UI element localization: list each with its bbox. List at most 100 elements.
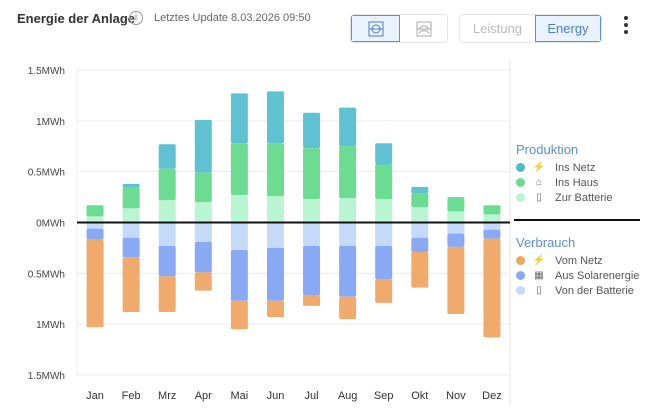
bar-segment [86,228,104,240]
bar-segment [194,172,212,203]
legend-divider [514,219,640,221]
bar-segment [339,146,357,199]
bar-segment [447,198,465,212]
tab-leistung[interactable]: Leistung [472,21,523,36]
bar-segment [339,198,357,223]
y-tick-label: 0MWh [36,219,65,230]
y-tick-label: 0.5MWh [28,269,65,280]
bar-segment [375,245,393,280]
y-tick-label: 0.5MWh [28,168,65,179]
bar-segment [411,207,429,223]
bar-segment [411,237,429,252]
bar-segment [303,295,321,306]
bar-segment [447,211,465,223]
bar-segment [158,168,176,201]
legend-item[interactable]: ⚡ Ins Netz [516,160,612,175]
more-vertical-icon[interactable] [620,14,632,36]
power-tower-icon: ⚡ [532,255,546,266]
bar-segment [375,279,393,303]
energy-chart: 1.5MWh 1MWh 0.5MWh 0MWh 0.5MWh 1MWh 1.5MWh Jan F… [28,60,511,405]
bar-segment [483,238,501,338]
bar-segment [266,91,284,144]
battery-icon: ▯ [536,192,542,203]
tab-energy[interactable]: Energy [534,15,601,42]
bar-segment [483,205,501,215]
bar-segment [411,193,429,208]
bar-segment [122,208,140,223]
bar-segment [339,245,357,297]
bar-segment [303,148,321,200]
bar-segment [339,222,357,246]
bar-segment [266,143,284,197]
bar-segment [122,222,140,238]
bar-segment [483,214,501,223]
x-tick-label: Jul [305,390,319,402]
x-tick-label: Feb [122,390,141,402]
mode-toggle: Leistung Energy [459,14,602,43]
bar-segment [483,229,501,239]
bar-segment [447,222,465,234]
bar-segment [230,195,248,223]
y-tick-label: 1MWh [36,117,65,128]
bar-segment [122,257,140,312]
bar-segment [86,222,104,229]
bar-segment [194,241,212,273]
house-icon: ⌂ [535,177,543,188]
power-tower-icon: ⚡ [532,162,546,173]
bar-segment [122,183,140,188]
bar-segment [230,143,248,196]
x-tick-label: Apr [195,390,212,402]
x-tick-label: Jun [267,390,285,402]
battery-icon: ▯ [536,285,542,296]
bar-segment [230,222,248,250]
bar-segment [230,249,248,301]
last-update: Letztes Update 8.03.2026 09:50 [154,12,311,24]
bar-segment [86,205,104,217]
bar-segment [194,222,212,242]
bar-view-icon [368,21,383,36]
legend-consumption-title: Verbrauch [516,235,576,250]
x-tick-label: Okt [411,390,428,402]
bar-segment [447,197,465,199]
bar-segment [375,143,393,165]
info-icon[interactable]: i [129,11,143,25]
bar-segment [230,93,248,144]
bar-segment [447,246,465,314]
stacked-view-button[interactable] [400,15,447,42]
bar-segment [86,216,104,223]
bar-segment [339,107,357,147]
legend-item[interactable]: ⌂ Ins Haus [516,175,612,190]
bar-segment [158,276,176,312]
bar-segment [411,186,429,194]
bar-segment [303,112,321,149]
x-tick-label: Mai [231,390,249,402]
bar-segment [375,164,393,200]
y-tick-label: 1MWh [36,320,65,331]
bar-segment [266,247,284,301]
view-toggle [350,14,448,43]
y-tick-label: 1.5MWh [28,66,65,77]
bar-segment [303,222,321,246]
bar-segment [158,144,176,169]
bar-segment [375,222,393,246]
bar-segment [339,296,357,320]
bar-segment [266,300,284,318]
y-tick-label: 1.5MWh [28,371,65,382]
bar-view-button[interactable] [351,15,400,42]
bar-segment [411,251,429,288]
bar-segment [158,200,176,223]
bar-segment [122,187,140,209]
solar-panel-icon: ▦ [534,270,544,281]
bar-segment [158,245,176,277]
legend-item[interactable]: ⚡ Vom Netz [516,253,639,268]
legend-item[interactable]: ▯ Zur Batterie [516,190,612,205]
bar-segment [86,239,104,328]
bar-segment [266,222,284,248]
page-title: Energie der Anlage [17,11,135,26]
legend-item[interactable]: ▯ Von der Batterie [516,283,639,298]
bar-segment [447,233,465,247]
legend-item[interactable]: ▦ Aus Solarenergie [516,268,639,283]
bar-segment [303,245,321,296]
x-tick-label: Aug [338,390,358,402]
bar-segment [411,222,429,238]
